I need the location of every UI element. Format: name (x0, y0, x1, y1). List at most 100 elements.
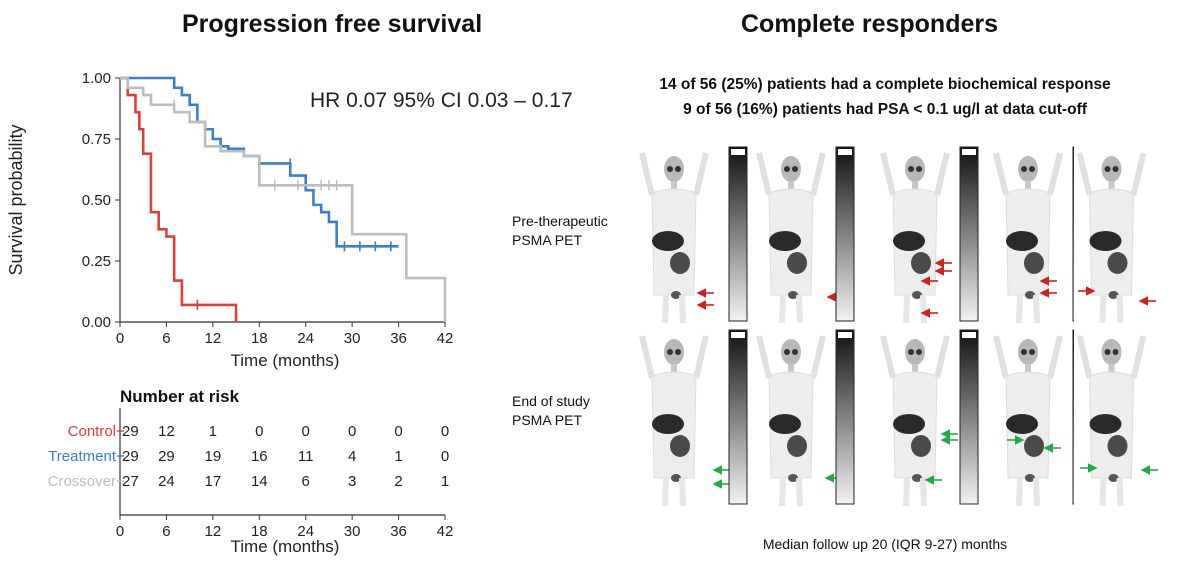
pet-neck (912, 181, 918, 189)
pet-gland (908, 349, 914, 355)
y-tick-label: 0.75 (82, 131, 111, 148)
risk-cell: 16 (251, 448, 268, 465)
pet-neck (1025, 364, 1031, 372)
risk-cell: 4 (348, 448, 356, 465)
pet-bowel (670, 435, 690, 457)
risk-cell: 29 (122, 423, 139, 440)
risk-cell: 1 (441, 473, 449, 490)
risk-table-x-label: Time (months) (231, 537, 340, 556)
pet-bowel (911, 435, 931, 457)
pet-intensity-scale (728, 329, 748, 505)
pet-gland (792, 349, 798, 355)
pet-neck (788, 364, 794, 372)
risk-x-tick-label: 30 (344, 523, 361, 540)
pet-scan (624, 145, 724, 324)
pet-bowel (1024, 252, 1044, 274)
pet-scan (874, 145, 956, 324)
y-tick-label: 0.25 (82, 253, 111, 270)
pet-arm (756, 152, 772, 196)
km-curve-control (120, 76, 238, 322)
pet-liver (1006, 231, 1038, 251)
pet-intensity-scale (835, 329, 855, 505)
pet-arm (1047, 152, 1063, 196)
risk-cell: 0 (348, 423, 356, 440)
pet-gland (908, 166, 914, 172)
pet-arm (810, 335, 826, 379)
pet-gland (784, 349, 790, 355)
risk-cell: 6 (302, 473, 310, 490)
pet-arm (993, 335, 1009, 379)
pet-gland (1029, 349, 1035, 355)
pet-gland (667, 166, 673, 172)
pet-intensity-scale (959, 329, 979, 505)
pet-arm (934, 335, 950, 379)
pet-scale-label-box (962, 149, 976, 155)
pet-gland (1112, 166, 1119, 172)
risk-cell: 17 (205, 473, 222, 490)
pet-gland (1112, 349, 1119, 355)
pet-gland (667, 349, 673, 355)
pet-head (664, 156, 684, 182)
risk-cell: 2 (394, 473, 402, 490)
risk-x-tick-label: 18 (251, 523, 268, 540)
pet-scan (750, 145, 844, 324)
pet-bladder (1108, 291, 1119, 299)
pet-gland (1021, 349, 1027, 355)
pet-head (1101, 339, 1122, 365)
pet-scale-bar (959, 329, 979, 505)
pet-head (664, 339, 684, 365)
hr-annotation: HR 0.07 95% CI 0.03 – 0.17 (310, 89, 573, 112)
pet-leg (1099, 477, 1107, 507)
pet-liver (769, 414, 801, 434)
x-tick-label: 42 (437, 330, 454, 347)
pet-leg (796, 294, 803, 324)
pet-gland (675, 166, 681, 172)
risk-cell: 29 (122, 448, 139, 465)
pet-gland (792, 166, 798, 172)
x-tick-label: 6 (162, 330, 170, 347)
pet-arm (693, 152, 709, 196)
risk-cell: 3 (348, 473, 356, 490)
pet-scale-label-box (838, 149, 852, 155)
pet-leg (903, 477, 910, 507)
pet-bladder (912, 291, 922, 299)
risk-cell: 14 (251, 473, 268, 490)
risk-cell: 0 (394, 423, 402, 440)
risk-cell: 0 (441, 423, 449, 440)
survival-chart-x-label: Time (months) (231, 351, 340, 370)
pet-leg (779, 294, 786, 324)
pet-bladder (1108, 474, 1119, 482)
pet-liver (1006, 414, 1038, 434)
end-of-study-label: End of study PSMA PET (512, 392, 590, 430)
pet-arm (993, 152, 1009, 196)
pet-scale-bar (728, 146, 748, 322)
pet-arm (1130, 152, 1147, 196)
survival-chart-y-label: Survival probability (6, 124, 26, 275)
risk-x-tick-label: 12 (205, 523, 222, 540)
pet-leg (1116, 294, 1124, 324)
risk-cell: 12 (158, 423, 175, 440)
pet-scale-bar (835, 329, 855, 505)
risk-table-title: Number at risk (120, 387, 240, 406)
pet-head (781, 156, 801, 182)
pet-head (1018, 156, 1038, 182)
pet-leg (1016, 477, 1023, 507)
pet-leg (679, 294, 686, 324)
x-tick-label: 30 (344, 330, 361, 347)
pet-neck (788, 181, 794, 189)
pet-scan (750, 328, 842, 507)
right-panel-title: Complete responders (741, 10, 999, 38)
end-of-study-label-line1: End of study (512, 393, 590, 409)
pre-therapeutic-label-line1: Pre-therapeutic (512, 213, 608, 229)
risk-row-label-crossover: Crossover (48, 473, 116, 490)
pre-therapeutic-label: Pre-therapeutic PSMA PET (512, 212, 608, 250)
pet-gland (916, 166, 922, 172)
pet-bladder (788, 291, 798, 299)
risk-cell: 27 (122, 473, 139, 490)
pet-bladder (912, 474, 922, 482)
risk-x-tick-label: 24 (297, 523, 314, 540)
pet-gland (916, 349, 922, 355)
summary-line-2: 9 of 56 (16%) patients had PSA < 0.1 ug/… (683, 101, 1087, 118)
pet-bladder (1025, 474, 1035, 482)
pet-bowel (1107, 252, 1128, 274)
